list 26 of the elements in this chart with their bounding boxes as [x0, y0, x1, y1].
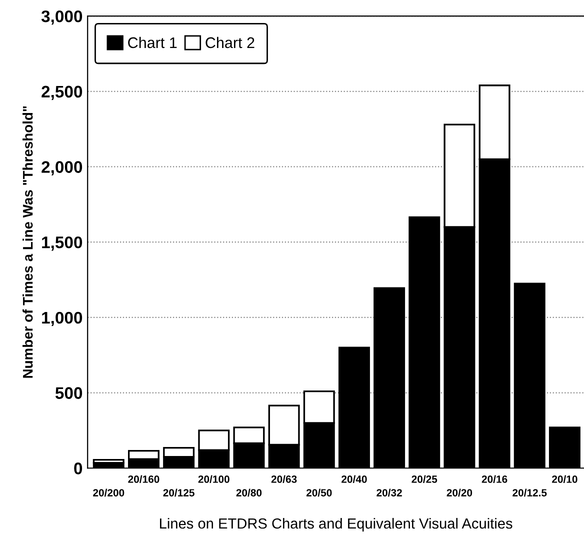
- x-tick-label: 20/160: [128, 475, 160, 484]
- x-axis-title: Lines on ETDRS Charts and Equivalent Visual Acuities: [160, 518, 512, 532]
- x-tick-label: 20/16: [482, 475, 508, 484]
- x-tick-label: 20/32: [376, 488, 402, 497]
- x-tick-label: 20/100: [198, 475, 230, 484]
- x-tick-label: 20/12.5: [512, 488, 547, 497]
- x-tick-label: 20/25: [412, 475, 438, 484]
- y-tick-label: 500: [55, 387, 82, 399]
- x-tick-label: 20/10: [552, 475, 578, 484]
- x-tick-label: 20/80: [236, 488, 262, 497]
- legend-label: Chart 1: [128, 36, 177, 48]
- y-tick-label: 1,500: [42, 236, 82, 251]
- x-tick-label: 20/20: [446, 488, 472, 497]
- y-tick-label: 1,000: [42, 312, 82, 326]
- y-tick-label: 3,000: [41, 10, 82, 25]
- x-tick-label: 20/40: [342, 475, 367, 484]
- y-tick-label: 2,000: [42, 161, 82, 176]
- x-tick-label: 20/200: [93, 488, 124, 497]
- y-tick-label: 2,500: [42, 86, 82, 100]
- x-tick-label: 20/125: [163, 488, 194, 497]
- x-tick-label: 20/50: [306, 488, 332, 497]
- legend-label: Chart 2: [206, 36, 254, 48]
- y-tick-label: 0: [74, 462, 82, 474]
- bar: [92, 459, 124, 464]
- x-tick-label: 20/63: [271, 475, 297, 484]
- y-axis-title: Number of Times a Line Was "Threshold": [22, 106, 33, 378]
